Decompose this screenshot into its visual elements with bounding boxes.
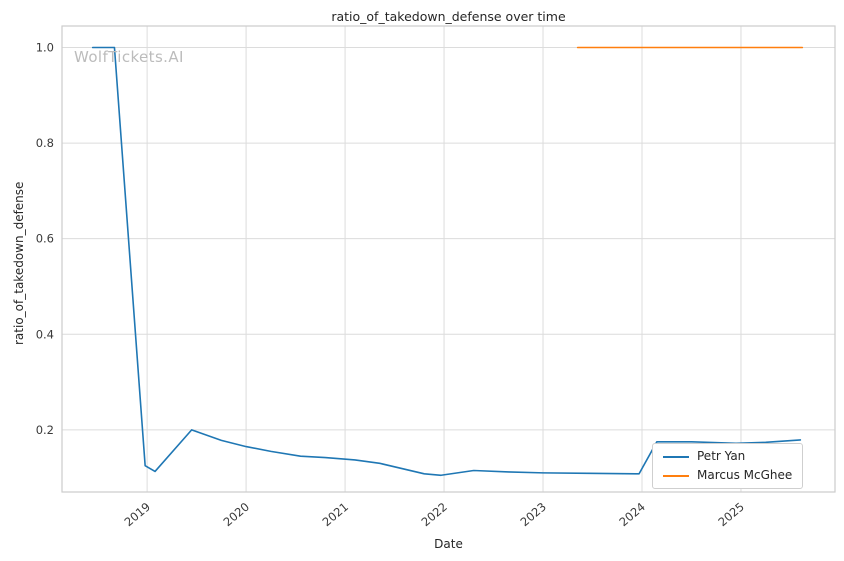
x-tick-label: 2019 [122, 500, 153, 530]
y-tick-label: 1.0 [36, 41, 54, 55]
y-tick-label: 0.6 [36, 232, 54, 246]
legend-line-sample-petr-yan [663, 455, 689, 458]
legend-label-marcus-mcghee: Marcus McGhee [697, 468, 793, 483]
chart-title: ratio_of_takedown_defense over time [331, 9, 566, 24]
y-tick-label: 0.8 [36, 136, 54, 150]
legend-entry-marcus-mcghee: Marcus McGhee [663, 468, 793, 483]
x-tick-label: 2021 [320, 500, 351, 530]
series-line-petr-yan [91, 46, 802, 477]
y-axis-label: ratio_of_takedown_defense [12, 181, 26, 345]
legend: Petr Yan Marcus McGhee [652, 443, 804, 490]
x-tick-label: 2024 [616, 500, 647, 530]
y-tick-label: 0.2 [36, 423, 54, 437]
x-tick-label: 2020 [221, 500, 252, 530]
x-tick-label: 2022 [419, 500, 450, 530]
y-tick-label: 0.4 [36, 327, 54, 341]
x-axis-label: Date [434, 537, 463, 551]
legend-label-petr-yan: Petr Yan [697, 449, 746, 463]
x-tick-label: 2025 [715, 500, 746, 530]
plot-border [61, 25, 836, 493]
x-tick-label: 2023 [518, 500, 549, 530]
legend-line-sample-marcus-mcghee [663, 474, 689, 477]
watermark: WolfTickets.AI [74, 48, 184, 66]
legend-entry-petr-yan: Petr Yan [663, 449, 792, 463]
